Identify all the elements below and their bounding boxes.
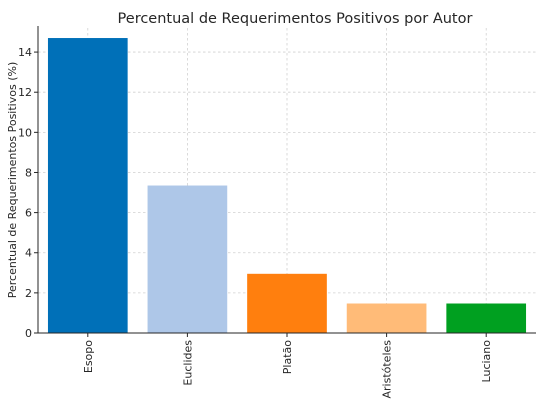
y-axis-label: Percentual de Requerimentos Positivos (%…	[6, 62, 19, 298]
bar-aristóteles	[346, 303, 427, 333]
x-tick-label: Euclides	[181, 340, 194, 386]
x-tick-label: Esopo	[82, 340, 95, 373]
tick-labels: 0 2 4 6 8 10 12 14 Esopo Euclides Platão Aristótele…	[18, 46, 493, 398]
x-tick-label: Platão	[281, 340, 294, 374]
axes	[34, 26, 536, 337]
y-tick-label: 4	[25, 247, 32, 260]
bar-euclides	[147, 185, 228, 333]
y-tick-label: 0	[25, 327, 32, 340]
bar-esopo	[47, 38, 128, 333]
y-tick-label: 6	[25, 207, 32, 220]
y-tick-label: 2	[25, 287, 32, 300]
chart-title: Percentual de Requerimentos Positivos po…	[118, 11, 473, 27]
y-tick-label: 12	[18, 86, 32, 99]
bars	[47, 38, 527, 333]
y-tick-label: 10	[18, 126, 32, 139]
y-tick-label: 8	[25, 166, 32, 179]
bar-platão	[247, 273, 327, 333]
x-tick-label: Luciano	[480, 340, 493, 383]
bar-luciano	[446, 303, 527, 333]
y-tick-label: 14	[18, 46, 32, 59]
x-tick-label: Aristóteles	[381, 340, 394, 399]
